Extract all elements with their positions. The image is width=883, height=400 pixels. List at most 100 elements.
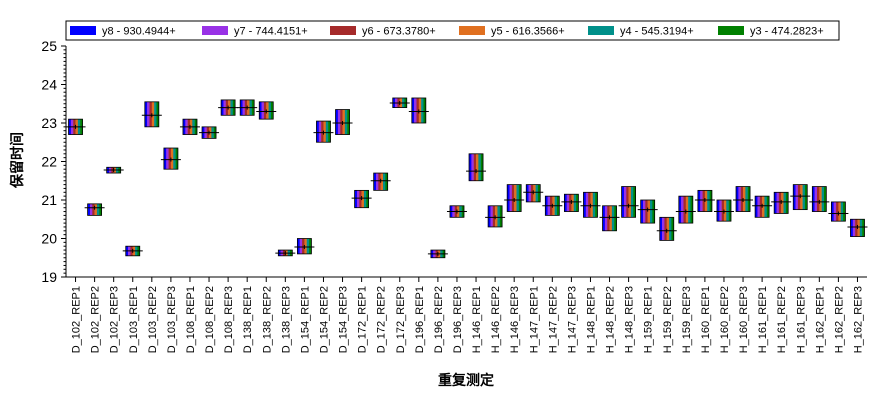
ion-band xyxy=(585,192,589,218)
ion-band xyxy=(488,205,491,227)
legend-swatch xyxy=(330,26,356,35)
ion-band xyxy=(614,205,617,231)
x-tick-label: H_161_REP1 xyxy=(757,286,769,353)
replicate-box xyxy=(160,147,181,170)
replicate-box xyxy=(733,186,754,212)
replicate-box xyxy=(294,238,315,255)
ion-band xyxy=(681,196,684,224)
ion-band xyxy=(855,219,858,237)
box-outline xyxy=(583,191,598,218)
ion-band xyxy=(781,192,784,214)
box-outline xyxy=(602,205,617,232)
replicate-box xyxy=(790,184,811,211)
x-tick-label: D_138_REP2 xyxy=(261,286,273,353)
y-tick-label: 22 xyxy=(41,154,57,170)
ion-band xyxy=(700,190,703,212)
replicate-box xyxy=(122,245,143,257)
box-outline xyxy=(87,203,103,216)
box-outline xyxy=(468,153,484,182)
x-tick-label: H_146_REP1 xyxy=(471,286,483,353)
ion-band xyxy=(795,184,799,210)
ion-band xyxy=(321,121,324,143)
ion-band xyxy=(821,186,825,212)
ion-band xyxy=(304,238,307,254)
legend-swatch xyxy=(718,26,744,35)
ion-band xyxy=(163,148,167,170)
y-tick-label: 20 xyxy=(41,231,57,247)
box-outline xyxy=(525,184,541,203)
replicate-box xyxy=(389,97,410,108)
ion-band xyxy=(840,201,844,222)
ion-band xyxy=(344,109,348,135)
ion-band xyxy=(380,173,384,191)
replicate-box xyxy=(523,184,544,203)
ion-band xyxy=(492,205,496,227)
ion-band xyxy=(302,238,305,254)
ion-band xyxy=(518,184,522,212)
ion-band xyxy=(862,219,865,237)
ion-band xyxy=(335,109,339,135)
ion-band xyxy=(709,190,713,212)
legend-frame xyxy=(65,20,840,41)
ion-band xyxy=(833,201,837,222)
box-outline xyxy=(640,199,656,224)
plot-area xyxy=(65,97,868,259)
ion-band xyxy=(569,194,572,212)
ion-band xyxy=(173,148,176,170)
box-outline xyxy=(754,195,770,218)
ion-band xyxy=(669,217,672,241)
y-tick-label: 19 xyxy=(41,269,57,285)
x-tick-label: D_138_REP3 xyxy=(280,286,292,353)
ion-band xyxy=(414,97,417,123)
box-outline xyxy=(659,216,675,241)
ion-band xyxy=(723,200,727,222)
legend-swatch xyxy=(588,26,614,35)
box-outline xyxy=(163,147,179,170)
ion-band xyxy=(793,184,796,210)
ion-band xyxy=(261,101,265,120)
ion-band xyxy=(306,238,310,254)
replicate-box xyxy=(332,109,353,135)
ion-band xyxy=(359,190,362,208)
ion-band xyxy=(859,219,863,237)
x-tick-label: H_160_REP1 xyxy=(700,286,712,353)
ion-band xyxy=(347,109,350,135)
ion-band xyxy=(495,205,498,227)
x-axis-title: 重复测定 xyxy=(438,372,494,389)
y-tick-label: 23 xyxy=(41,115,57,131)
ion-band xyxy=(490,205,493,227)
x-tick-label: D_196_REP2 xyxy=(433,286,445,353)
ion-band xyxy=(797,184,801,210)
ion-band xyxy=(376,173,379,191)
ion-band xyxy=(626,186,629,218)
ion-band xyxy=(366,190,369,208)
ion-band xyxy=(528,184,532,202)
x-tick-label: H_159_REP1 xyxy=(643,286,655,353)
x-tick-label: H_161_REP3 xyxy=(795,286,807,353)
x-tick-label: D_103_REP1 xyxy=(128,286,140,353)
ion-band xyxy=(469,153,472,181)
ion-band xyxy=(156,101,160,127)
ion-band xyxy=(423,97,427,123)
box-outline xyxy=(621,186,637,218)
x-tick-label: D_154_REP2 xyxy=(318,286,330,353)
ion-band xyxy=(738,186,741,212)
box-outline xyxy=(792,184,808,211)
x-tick-label: H_147_REP2 xyxy=(547,286,559,353)
ion-band xyxy=(383,173,386,191)
y-axis-title: 保留时间 xyxy=(9,132,26,189)
ion-band xyxy=(755,196,758,218)
replicate-box xyxy=(485,205,506,228)
replicate-box xyxy=(218,99,239,116)
legend-swatch xyxy=(459,26,485,35)
replicate-box xyxy=(427,249,448,259)
box-outline xyxy=(850,218,865,237)
x-tick-label: D_172_REP2 xyxy=(376,286,388,353)
box-outline xyxy=(144,101,160,128)
ion-band xyxy=(743,186,746,212)
ion-band xyxy=(716,200,720,222)
ion-band xyxy=(652,200,655,224)
x-tick-label: D_103_REP2 xyxy=(147,286,159,353)
replicate-box xyxy=(313,120,334,143)
